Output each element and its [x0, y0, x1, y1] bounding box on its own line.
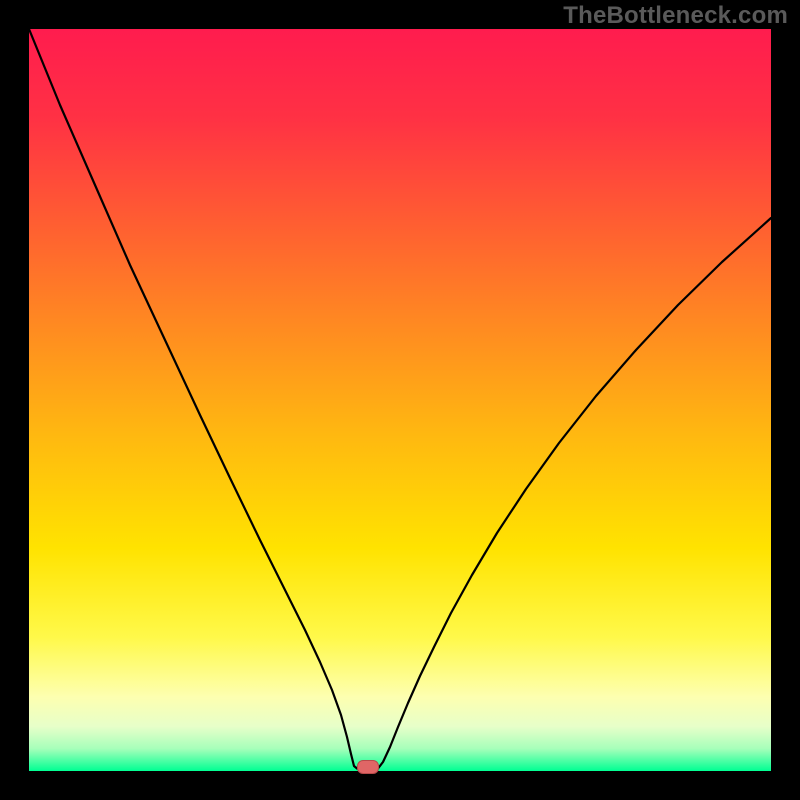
bottleneck-curve-chart [0, 0, 800, 800]
optimal-point-marker [357, 760, 379, 774]
watermark-text: TheBottleneck.com [563, 2, 788, 30]
gradient-panel [29, 29, 771, 771]
chart-stage: TheBottleneck.com [0, 0, 800, 800]
